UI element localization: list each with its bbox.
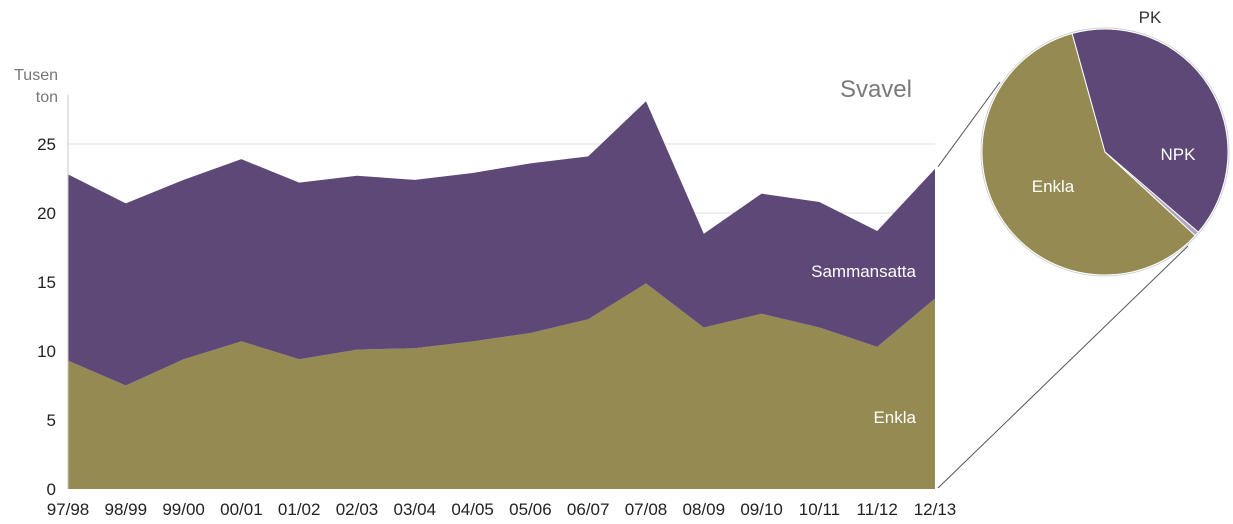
pie-label-pk: PK [1139,8,1162,27]
y-axis-ticks: 0 5 10 15 20 25 [37,135,56,499]
x-tick-03/04: 03/04 [394,500,437,519]
x-tick-07/08: 07/08 [625,500,668,519]
x-tick-98/99: 98/99 [105,500,148,519]
y-tick-10: 10 [37,342,56,361]
pie-chart [980,27,1230,277]
x-tick-00/01: 00/01 [220,500,263,519]
y-tick-0: 0 [47,480,56,499]
x-axis-ticks: 97/98 98/99 99/00 00/01 01/02 02/03 03/04 04/05… [47,500,957,519]
x-tick-05/06: 05/06 [509,500,552,519]
x-tick-02/03: 02/03 [336,500,379,519]
x-tick-01/02: 01/02 [278,500,321,519]
y-tick-15: 15 [37,273,56,292]
y-axis-unit-line1: Tusen [14,67,58,84]
x-tick-11/12: 11/12 [857,500,898,519]
pie-connector-lines [937,81,1189,489]
x-tick-99/00: 99/00 [162,500,205,519]
area-enkla [68,283,935,489]
x-tick-12/13: 12/13 [914,500,957,519]
x-tick-97/98: 97/98 [47,500,90,519]
connector-bottom [937,245,1189,489]
series-label-enkla: Enkla [873,408,916,427]
y-tick-5: 5 [47,411,56,430]
connector-top [937,81,1001,168]
area-series [68,101,935,489]
x-tick-10/11: 10/11 [799,500,840,519]
pie-slice-npk [1071,28,1229,233]
y-tick-25: 25 [37,135,56,154]
x-tick-04/05: 04/05 [451,500,494,519]
pie-slice-pk [1104,151,1200,237]
x-tick-08/09: 08/09 [683,500,726,519]
chart-title: Svavel [840,76,912,103]
series-label-sammansatta: Sammansatta [811,262,916,281]
pie-slice-enkla [981,32,1196,276]
area-sammansatta [68,101,935,386]
x-tick-06/07: 06/07 [567,500,610,519]
y-tick-20: 20 [37,204,56,223]
pie-label-enkla: Enkla [1032,177,1075,196]
x-tick-09/10: 09/10 [740,500,783,519]
y-axis-unit-line2: ton [36,89,58,106]
pie-label-npk: NPK [1161,145,1197,164]
